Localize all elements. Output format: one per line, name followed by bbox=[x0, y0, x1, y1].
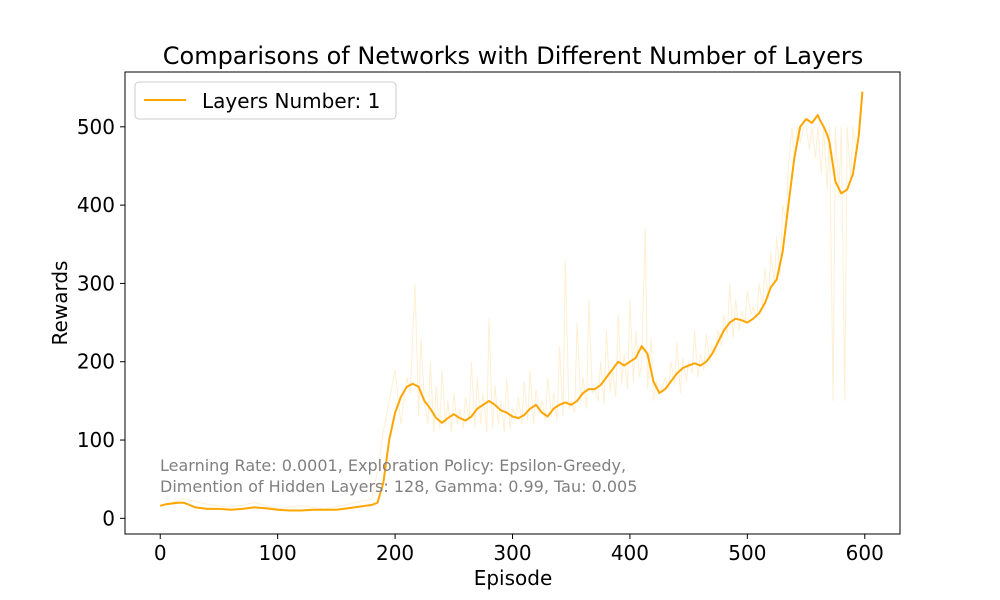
series-line-layers-1 bbox=[159, 91, 864, 512]
x-tick-label: 200 bbox=[376, 541, 414, 565]
annotation: Learning Rate: 0.0001, Exploration Polic… bbox=[160, 456, 637, 496]
y-tick-label: 0 bbox=[102, 506, 115, 530]
x-tick-label: 400 bbox=[611, 541, 649, 565]
chart-title: Comparisons of Networks with Different N… bbox=[163, 42, 864, 70]
y-tick-label: 300 bbox=[77, 271, 115, 295]
x-tick-label: 300 bbox=[493, 541, 531, 565]
x-tick-label: 0 bbox=[154, 541, 167, 565]
legend-box bbox=[134, 81, 397, 120]
y-tick-label: 400 bbox=[77, 193, 115, 217]
y-axis: 0 100 200 300 400 500 bbox=[77, 115, 125, 530]
y-axis-label: Rewards bbox=[48, 261, 72, 346]
x-axis-label: Episode bbox=[474, 566, 553, 590]
annotation-line-1: Learning Rate: 0.0001, Exploration Polic… bbox=[160, 456, 626, 475]
annotation-line-2: Dimention of Hidden Layers: 128, Gamma: … bbox=[160, 477, 637, 496]
x-tick-label: 100 bbox=[259, 541, 297, 565]
legend: Layers Number: 1 bbox=[134, 81, 397, 120]
legend-label: Layers Number: 1 bbox=[202, 89, 380, 113]
x-tick-label: 500 bbox=[728, 541, 766, 565]
x-tick-label: 600 bbox=[846, 541, 884, 565]
x-axis: 0 100 200 300 400 500 600 bbox=[154, 534, 884, 565]
y-tick-label: 500 bbox=[77, 115, 115, 139]
smoothed-series bbox=[159, 91, 864, 512]
y-tick-label: 200 bbox=[77, 350, 115, 374]
y-tick-label: 100 bbox=[77, 428, 115, 452]
